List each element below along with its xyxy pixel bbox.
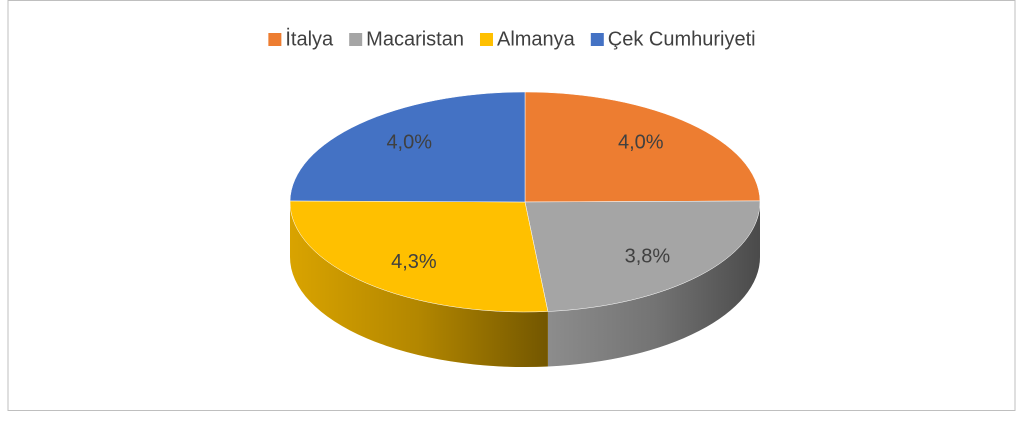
legend-label: Almanya bbox=[497, 28, 576, 50]
legend-swatch bbox=[479, 33, 493, 46]
slice bbox=[289, 200, 549, 313]
data-label: 4,0% bbox=[618, 132, 664, 154]
legend-swatch bbox=[590, 33, 604, 46]
slice bbox=[524, 200, 761, 312]
data-label: 3,8% bbox=[625, 245, 671, 267]
data-label: 4,0% bbox=[386, 132, 432, 154]
legend-label: İtalya bbox=[285, 27, 334, 50]
slice bbox=[289, 91, 526, 203]
slice bbox=[524, 91, 761, 203]
legend-swatch bbox=[349, 33, 363, 46]
legend-swatch bbox=[268, 33, 282, 46]
slice-side-shade bbox=[290, 202, 548, 367]
legend-label: Macaristan bbox=[366, 28, 464, 50]
data-label: 4,3% bbox=[391, 251, 437, 273]
legend-label: Çek Cumhuriyeti bbox=[608, 28, 756, 50]
slice-side-shade bbox=[547, 202, 760, 367]
